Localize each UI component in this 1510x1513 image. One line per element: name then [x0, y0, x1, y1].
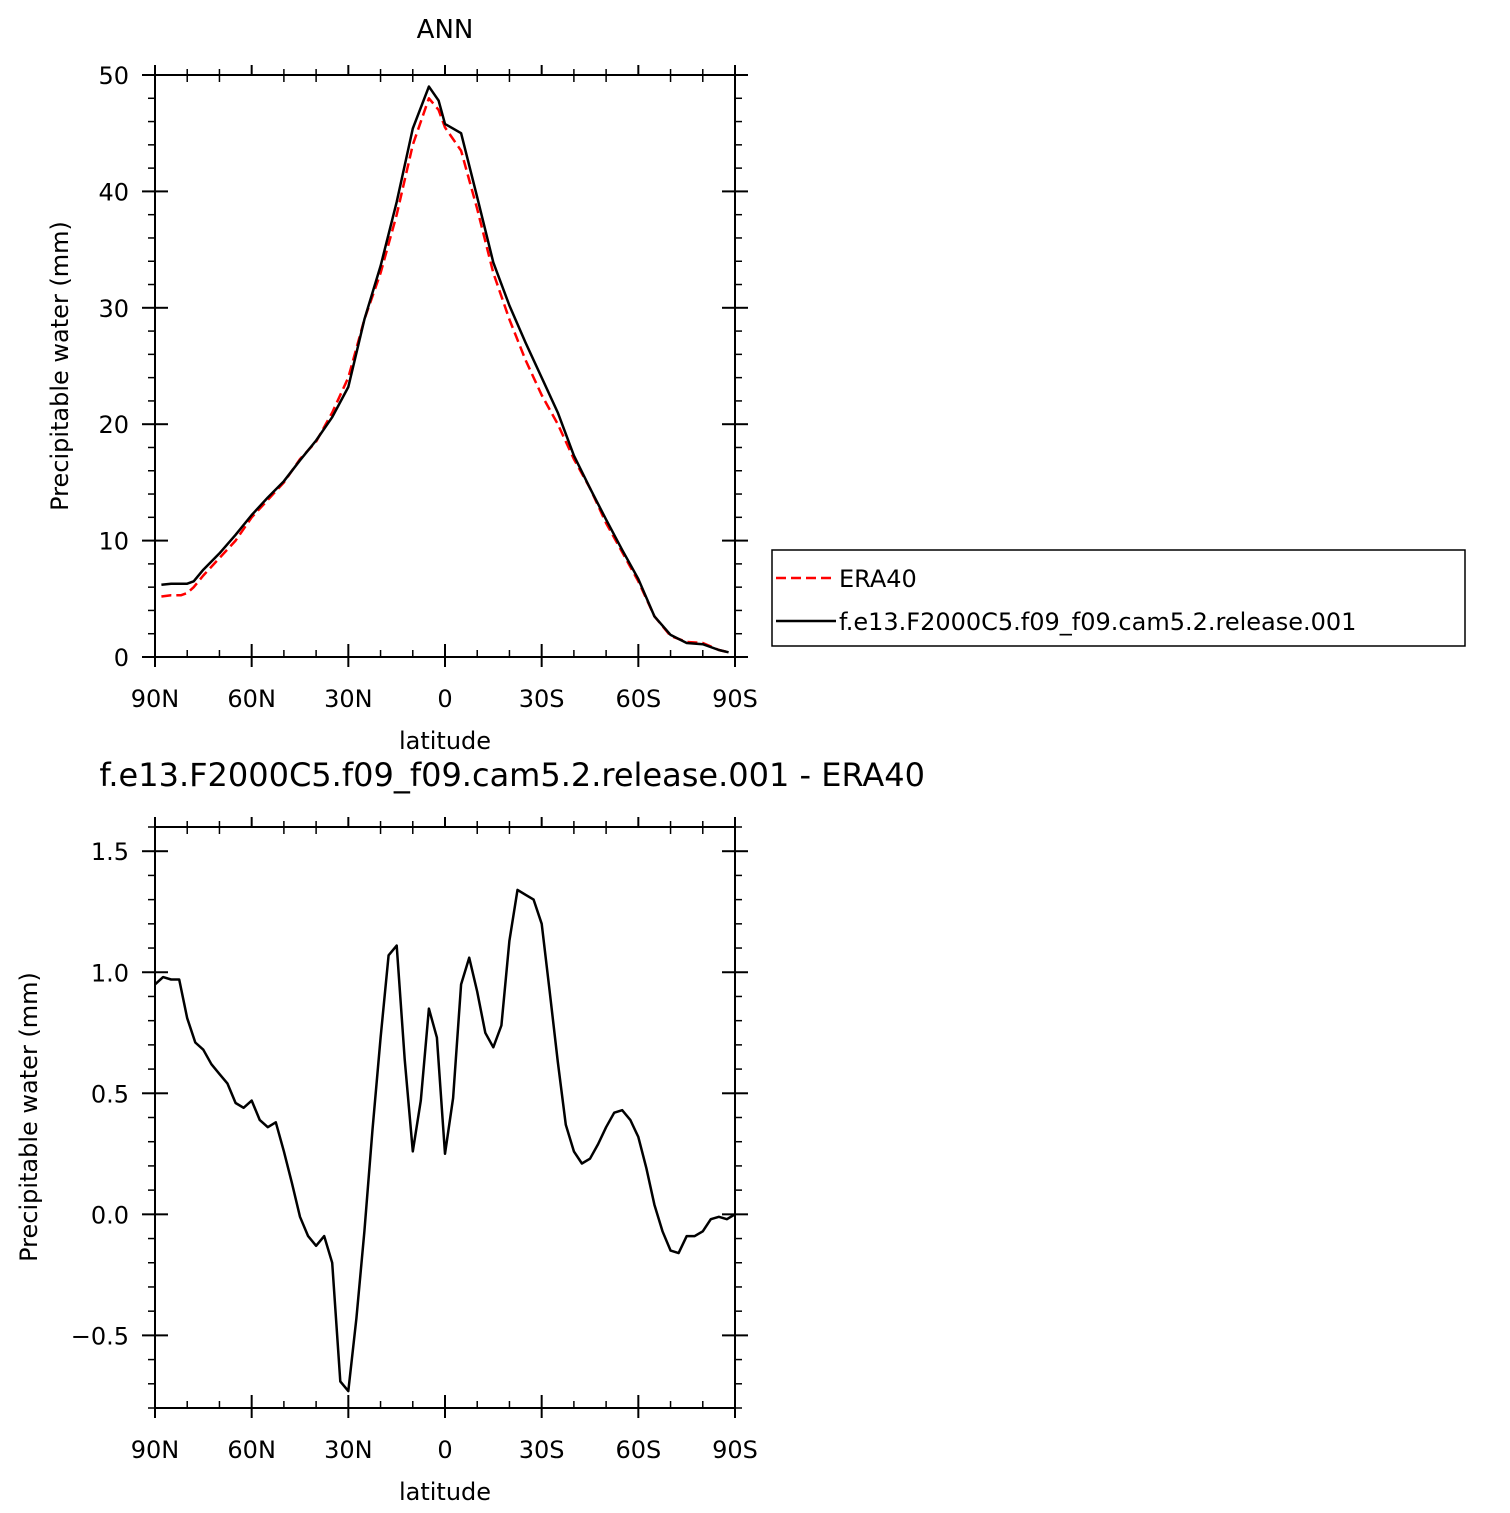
upper-y-tick-label: 30	[98, 295, 129, 323]
lower-chart-title: f.e13.F2000C5.f09_f09.cam5.2.release.001…	[99, 756, 925, 794]
upper-x-tick-label: 90S	[712, 685, 758, 713]
upper-plot-frame	[154, 74, 736, 658]
lower-x-tick-label: 90N	[131, 1436, 180, 1464]
upper-series-line-0	[161, 97, 729, 654]
upper-x-tick-label: 30S	[519, 685, 565, 713]
upper-series-line-1	[161, 85, 729, 654]
lower-series-line-0	[154, 888, 736, 1393]
lower-x-tick-label: 60S	[615, 1436, 661, 1464]
upper-x-tick-label: 60S	[615, 685, 661, 713]
upper-chart-title: ANN	[417, 15, 474, 45]
upper-y-tick-label: 50	[98, 62, 129, 90]
upper-x-tick-label: 90N	[131, 685, 180, 713]
lower-x-tick-label: 30N	[324, 1436, 373, 1464]
upper-y-tick-label: 20	[98, 411, 129, 439]
upper-y-tick-label: 0	[114, 644, 129, 672]
lower-y-tick-label: 1.5	[91, 838, 129, 866]
lower-y-tick-label: 0.0	[91, 1201, 129, 1229]
legend-label-model: f.e13.F2000C5.f09_f09.cam5.2.release.001	[839, 608, 1356, 636]
lower-x-tick-label: 60N	[227, 1436, 276, 1464]
legend-box	[771, 549, 1466, 647]
lower-y-tick-label: −0.5	[71, 1322, 129, 1350]
lower-x-tick-label: 90S	[712, 1436, 758, 1464]
legend-label-era40: ERA40	[839, 565, 917, 593]
lower-panel: f.e13.F2000C5.f09_f09.cam5.2.release.001…	[15, 756, 925, 1506]
upper-x-tick-label: 60N	[227, 685, 276, 713]
upper-panel: ANN Precipitable water (mm) latitude 90N…	[46, 15, 758, 755]
lower-y-tick-label: 0.5	[91, 1080, 129, 1108]
lower-plot-frame	[154, 826, 736, 1409]
lower-x-axis-label: latitude	[399, 1478, 491, 1506]
lower-x-tick-label: 30S	[519, 1436, 565, 1464]
upper-y-tick-label: 40	[98, 178, 129, 206]
upper-y-tick-label: 10	[98, 528, 129, 556]
lower-x-tick-label: 0	[437, 1436, 452, 1464]
legend: ERA40 f.e13.F2000C5.f09_f09.cam5.2.relea…	[771, 549, 1466, 647]
upper-x-axis-label: latitude	[399, 727, 491, 755]
upper-x-tick-label: 0	[437, 685, 452, 713]
upper-x-tick-label: 30N	[324, 685, 373, 713]
upper-y-axis-label: Precipitable water (mm)	[46, 221, 74, 511]
lower-y-axis-label: Precipitable water (mm)	[15, 972, 43, 1262]
lower-y-tick-label: 1.0	[91, 959, 129, 987]
